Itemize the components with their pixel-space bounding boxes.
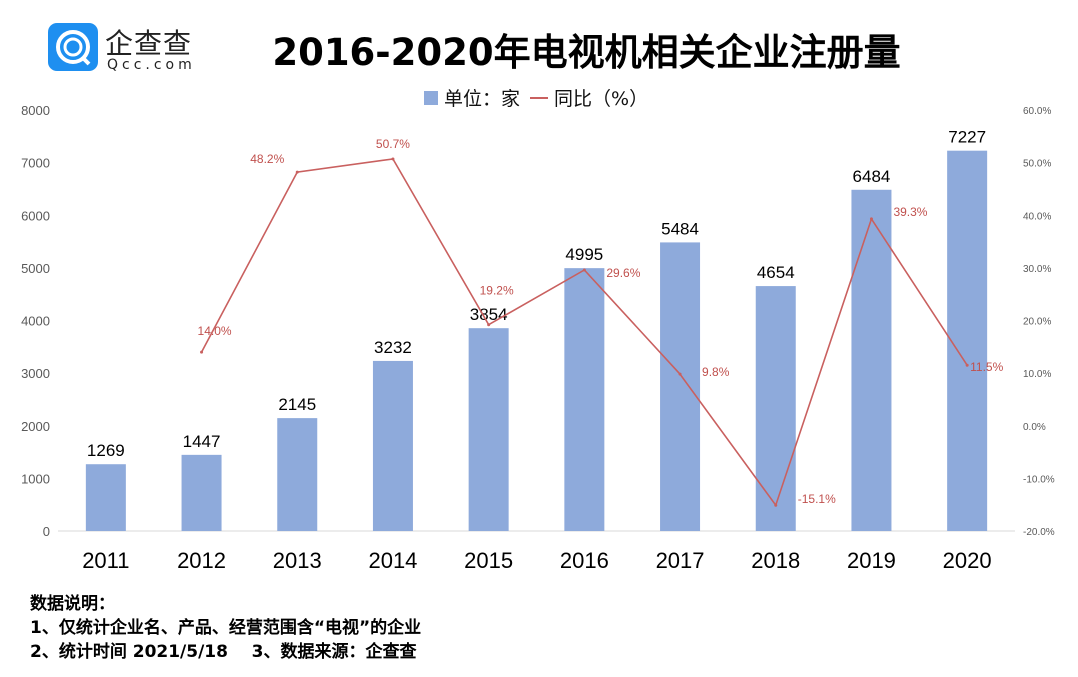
yoy-label: 14.0% bbox=[198, 324, 232, 338]
right-axis-tick: -20.0% bbox=[1023, 527, 1055, 538]
right-axis-tick: 20.0% bbox=[1023, 317, 1051, 328]
yoy-label: 50.7% bbox=[376, 137, 410, 151]
x-axis-tick: 2012 bbox=[177, 548, 226, 573]
bar bbox=[947, 150, 988, 531]
bar-value-label: 5484 bbox=[661, 219, 699, 238]
left-axis-tick: 6000 bbox=[21, 208, 50, 223]
footer-notes: 数据说明： 1、仅统计企业名、产品、经营范围含“电视”的企业 2、统计时间 20… bbox=[30, 592, 421, 664]
left-axis-tick: 5000 bbox=[21, 261, 50, 276]
right-axis-tick: 60.0% bbox=[1023, 106, 1051, 117]
yoy-label: 48.2% bbox=[250, 152, 284, 166]
left-axis-tick: 3000 bbox=[21, 366, 50, 381]
x-axis-tick: 2020 bbox=[943, 548, 992, 573]
bar-value-label: 2145 bbox=[278, 395, 316, 414]
bar-value-label: 4995 bbox=[565, 245, 603, 264]
right-axis-tick: 30.0% bbox=[1023, 264, 1051, 275]
yoy-point bbox=[678, 372, 682, 376]
logo-text: 企查查 bbox=[105, 27, 193, 60]
yoy-point bbox=[200, 350, 204, 354]
yoy-point bbox=[391, 157, 395, 161]
yoy-point bbox=[965, 363, 969, 367]
bar-value-label: 3854 bbox=[470, 305, 508, 324]
bar bbox=[181, 454, 222, 531]
right-axis-tick: 10.0% bbox=[1023, 369, 1051, 380]
right-axis-tick: 0.0% bbox=[1023, 422, 1046, 433]
left-axis-tick: 4000 bbox=[21, 314, 50, 329]
yoy-point bbox=[582, 268, 586, 272]
footer-heading: 数据说明： bbox=[30, 594, 115, 614]
x-axis-tick: 2013 bbox=[273, 548, 322, 573]
chart-title: 2016-2020年电视机相关企业注册量 bbox=[272, 31, 901, 74]
x-axis-tick: 2019 bbox=[847, 548, 896, 573]
x-axis-tick: 2016 bbox=[560, 548, 609, 573]
x-axis-tick: 2018 bbox=[751, 548, 800, 573]
yoy-label: 39.3% bbox=[893, 205, 927, 219]
bar bbox=[468, 328, 509, 531]
bar-value-label: 6484 bbox=[853, 167, 891, 186]
right-axis-tick: 50.0% bbox=[1023, 159, 1051, 170]
yoy-point bbox=[295, 170, 299, 174]
bar bbox=[660, 242, 701, 532]
x-axis-tick: 2015 bbox=[464, 548, 513, 573]
left-axis-tick: 7000 bbox=[21, 156, 50, 171]
yoy-point bbox=[774, 503, 778, 507]
x-axis-tick: 2011 bbox=[82, 548, 129, 573]
x-axis-tick: 2014 bbox=[368, 548, 417, 573]
legend-line-label: 同比（%） bbox=[554, 88, 649, 110]
legend: 单位：家 同比（%） bbox=[424, 84, 648, 111]
legend-bar-swatch bbox=[424, 90, 438, 105]
right-axis-tick: 40.0% bbox=[1023, 211, 1051, 222]
bar-value-label: 3232 bbox=[374, 338, 412, 357]
right-axis-tick: -10.0% bbox=[1023, 474, 1055, 485]
left-axis-tick: 0 bbox=[43, 524, 50, 539]
bar-value-label: 1269 bbox=[87, 441, 125, 460]
bar bbox=[564, 268, 605, 531]
yoy-point bbox=[869, 217, 873, 221]
left-axis-tick: 2000 bbox=[21, 419, 50, 434]
yoy-label: 29.6% bbox=[606, 266, 640, 280]
qcc-logo-icon bbox=[48, 23, 98, 71]
left-axis-tick: 8000 bbox=[21, 103, 50, 118]
bar-value-label: 7227 bbox=[948, 128, 986, 147]
footer-line-1: 1、仅统计企业名、产品、经营范围含“电视”的企业 bbox=[30, 618, 422, 638]
yoy-label: -15.1% bbox=[798, 492, 836, 506]
bar bbox=[372, 360, 413, 531]
bar bbox=[755, 286, 796, 531]
logo-url: Qcc.com bbox=[107, 57, 196, 73]
yoy-label: 19.2% bbox=[480, 284, 514, 298]
bar bbox=[277, 418, 318, 531]
yoy-point bbox=[487, 323, 491, 327]
yoy-label: 11.5% bbox=[970, 360, 1003, 374]
bar-value-label: 1447 bbox=[183, 432, 221, 451]
yoy-label: 9.8% bbox=[702, 365, 730, 379]
left-axis-tick: 1000 bbox=[21, 471, 50, 486]
x-axis-tick: 2017 bbox=[656, 548, 705, 573]
bar bbox=[85, 464, 126, 531]
bar bbox=[851, 189, 892, 532]
bar-value-label: 4654 bbox=[757, 263, 795, 282]
legend-bar-label: 单位：家 bbox=[444, 88, 521, 110]
legend-line-swatch bbox=[530, 96, 549, 99]
footer-line-2: 2、统计时间 2021/5/18 3、数据来源：企查查 bbox=[30, 642, 417, 662]
